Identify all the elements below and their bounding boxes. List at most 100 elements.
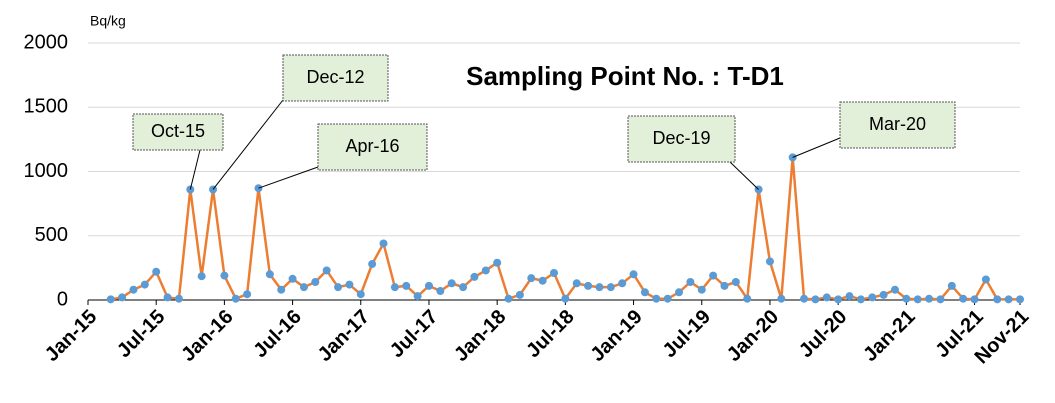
point [106, 295, 115, 304]
x-tick-label: Jan-19 [586, 306, 646, 366]
point [527, 274, 536, 283]
point [572, 279, 581, 288]
point [231, 294, 240, 303]
point [220, 271, 229, 280]
point [243, 290, 252, 299]
point [118, 293, 127, 302]
point [618, 279, 627, 288]
x-tick-label: Jul-15 [113, 306, 169, 362]
x-tick-label: Jul-19 [659, 306, 715, 362]
point [856, 295, 865, 304]
point [1004, 295, 1013, 304]
leader-line [212, 99, 284, 190]
point [913, 295, 922, 304]
x-tick-label: Jan-21 [859, 306, 919, 366]
point [402, 281, 411, 290]
chart-title: Sampling Point No. : T-D1 [466, 61, 784, 91]
annotation-text: Mar-20 [869, 114, 926, 134]
point [584, 281, 593, 290]
annotation-text: Oct-15 [151, 121, 205, 141]
y-tick-label: 1500 [24, 96, 69, 118]
y-tick-label: 2000 [24, 31, 69, 53]
point [538, 276, 547, 285]
point [447, 279, 456, 288]
point [731, 278, 740, 287]
y-tick-label: 1000 [24, 160, 69, 182]
point [390, 283, 399, 292]
point [504, 294, 513, 303]
x-tick-label: Jul-16 [249, 306, 305, 362]
annotation-box [839, 101, 956, 149]
point [470, 272, 479, 281]
point [936, 295, 945, 304]
leader-line [189, 149, 201, 190]
point [322, 266, 331, 275]
point [595, 283, 604, 292]
point [811, 295, 820, 304]
point [550, 269, 558, 278]
point [993, 295, 1002, 304]
annotation-box [282, 54, 389, 102]
annotation-box [132, 113, 224, 151]
point [379, 239, 388, 248]
point [890, 285, 899, 294]
point [777, 294, 786, 303]
point [299, 283, 308, 292]
point [140, 280, 149, 289]
point [424, 281, 433, 290]
point [174, 294, 183, 303]
point [493, 258, 502, 267]
annotation-text: Dec-19 [652, 128, 710, 148]
point [129, 285, 138, 294]
annotation-text: Dec-12 [306, 67, 364, 87]
point [652, 294, 661, 303]
point [561, 294, 570, 303]
point [800, 294, 809, 303]
y-unit: Bq/kg [90, 13, 126, 29]
annotation-box [317, 123, 428, 171]
point [459, 283, 468, 292]
point [868, 293, 877, 302]
point [356, 290, 365, 299]
point [925, 294, 934, 303]
point [720, 281, 729, 290]
point [1016, 295, 1024, 304]
point [311, 278, 320, 287]
point [947, 281, 956, 290]
point [163, 293, 172, 302]
point [902, 294, 911, 303]
point [822, 293, 831, 302]
x-tick-label: Jul-20 [795, 306, 851, 362]
point [629, 270, 638, 279]
point [368, 260, 377, 269]
point [845, 292, 854, 301]
annotation-text: Apr-16 [345, 136, 399, 156]
x-tick-label: Jan-17 [314, 306, 374, 366]
point [436, 287, 445, 296]
point [981, 275, 990, 284]
series-line [110, 157, 1020, 303]
leader-line [792, 137, 841, 158]
leader-line [729, 161, 759, 190]
point [663, 294, 672, 303]
x-tick-label: Jan-20 [723, 306, 783, 366]
point [697, 285, 706, 294]
point [413, 292, 422, 301]
point [879, 290, 888, 299]
point [515, 290, 524, 299]
point [288, 274, 297, 283]
point [640, 288, 649, 297]
point [265, 270, 274, 279]
annotation-box [627, 115, 736, 163]
point [197, 272, 206, 281]
x-tick-label: Jan-15 [41, 306, 101, 366]
point [970, 295, 979, 304]
point [481, 266, 490, 275]
point [345, 280, 354, 289]
point [606, 283, 615, 292]
y-tick-label: 0 [57, 288, 68, 310]
point [277, 285, 286, 294]
x-tick-label: Jul-17 [386, 306, 442, 362]
x-tick-label: Jan-16 [177, 306, 237, 366]
